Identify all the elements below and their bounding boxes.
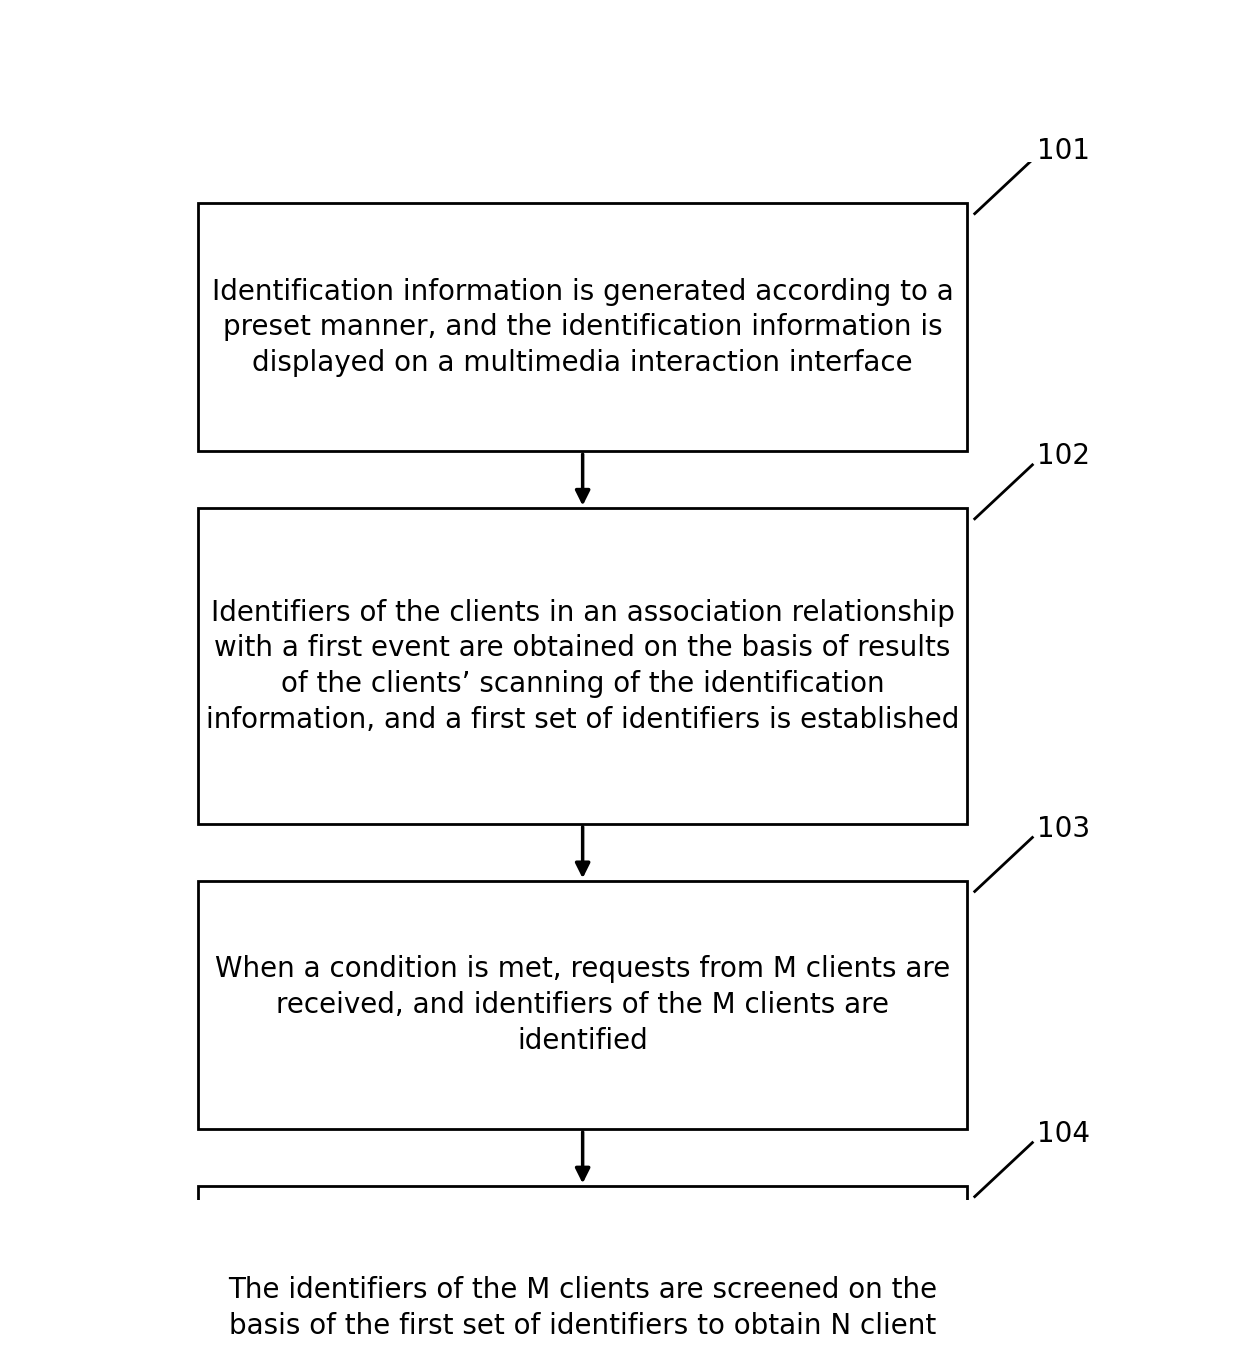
Text: When a condition is met, requests from M clients are
received, and identifiers o: When a condition is met, requests from M… [215,956,950,1054]
Text: 103: 103 [1037,814,1090,842]
Text: Identifiers of the clients in an association relationship
with a first event are: Identifiers of the clients in an associa… [206,599,960,733]
Bar [198,1186,967,1348]
Bar [198,204,967,452]
Text: 102: 102 [1037,442,1090,470]
Bar [198,882,967,1130]
Text: 104: 104 [1037,1120,1090,1148]
Text: Identification information is generated according to a
preset manner, and the id: Identification information is generated … [212,278,954,377]
Text: 101: 101 [1037,137,1090,164]
Text: The identifiers of the M clients are screened on the
basis of the first set of i: The identifiers of the M clients are scr… [216,1277,950,1348]
Bar [198,508,967,824]
